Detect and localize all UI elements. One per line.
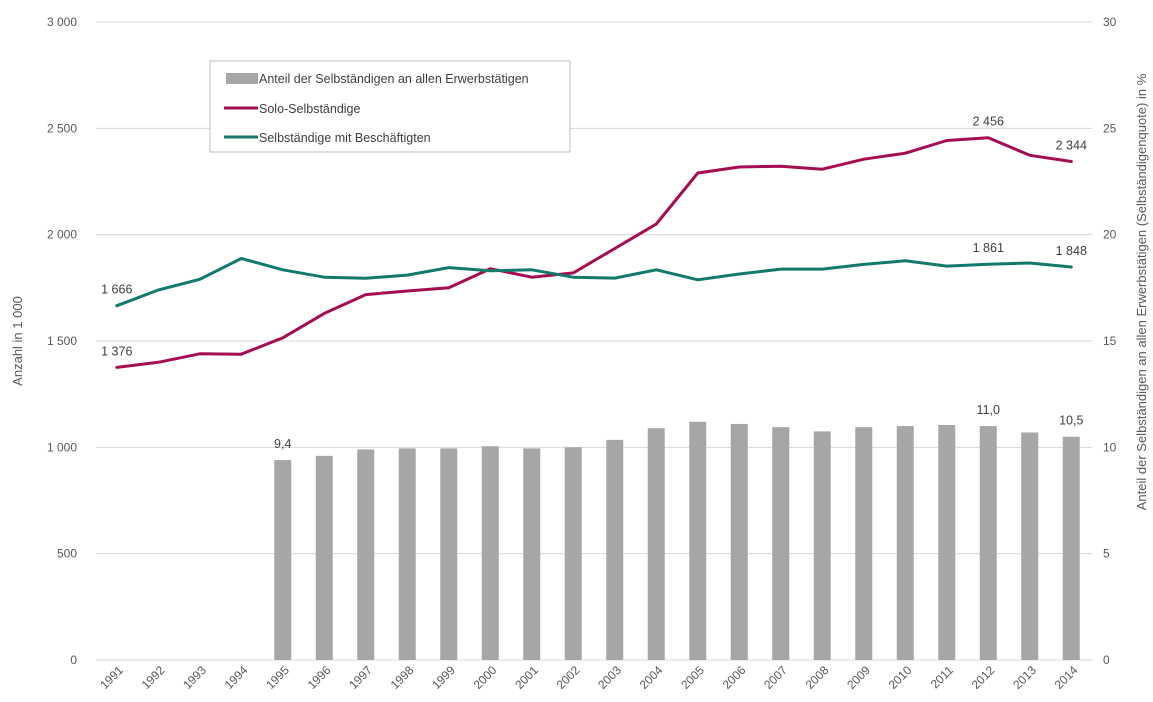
bar — [606, 439, 624, 660]
x-tick-label: 2013 — [1010, 663, 1039, 692]
bar — [1062, 436, 1080, 660]
bar — [564, 447, 582, 660]
y-right-tick-label: 5 — [1103, 547, 1110, 561]
x-tick-label: 2007 — [761, 663, 790, 692]
x-tick-label: 1993 — [180, 663, 209, 692]
x-tick-label: 2010 — [886, 663, 915, 692]
data-label: 1 376 — [101, 344, 132, 358]
legend-swatch-bar — [226, 73, 258, 84]
y-right-tick-label: 10 — [1103, 440, 1117, 454]
line-solo-selbstaendige — [115, 136, 1073, 369]
data-label: 2 456 — [973, 115, 1004, 129]
x-tick-label: 1996 — [305, 663, 334, 692]
legend-label-employers: Selbständige mit Beschäftigten — [259, 131, 431, 145]
data-label: 11,0 — [977, 403, 1000, 417]
x-tick-label: 1997 — [346, 663, 375, 692]
line-selbstaendige-mit-beschaeftigten — [115, 257, 1073, 308]
y-left-tick-label: 2 500 — [47, 121, 77, 135]
bar — [357, 449, 375, 660]
x-tick-label: 2011 — [928, 663, 956, 691]
y-right-tick-label: 20 — [1103, 228, 1117, 242]
bar — [481, 446, 499, 660]
x-tick-label: 2009 — [844, 663, 873, 692]
bar — [440, 448, 458, 660]
y-axis-right-title: Anteil der Selbständigen an allen Erwerb… — [1134, 73, 1149, 510]
bar — [1021, 432, 1039, 660]
data-label: 1 861 — [973, 241, 1004, 255]
bar — [647, 428, 665, 660]
x-tick-label: 2000 — [471, 663, 500, 692]
x-tick-label: 2002 — [554, 663, 583, 692]
data-labels: 9,4 11,0 10,5 1 376 2 456 2 344 1 666 1 861 1 84… — [101, 115, 1087, 451]
y-right-tick-label: 25 — [1103, 121, 1117, 135]
bar — [315, 455, 333, 660]
legend-box — [209, 60, 571, 153]
bar-series — [274, 421, 1080, 660]
x-tick-label: 1992 — [139, 663, 168, 692]
y-right-tick-label: 15 — [1103, 334, 1117, 348]
y-left-tick-label: 2 000 — [47, 228, 77, 242]
x-tick-label: 2006 — [720, 663, 749, 692]
bar — [523, 448, 541, 660]
bar — [274, 460, 292, 660]
data-label: 10,5 — [1059, 414, 1083, 428]
x-tick-label: 2008 — [803, 663, 832, 692]
x-tick-label: 2003 — [595, 663, 624, 692]
x-tick-label: 1991 — [97, 663, 126, 692]
legend-label-solo: Solo-Selbständige — [259, 102, 361, 116]
x-tick-label: 2004 — [637, 663, 666, 692]
bar — [689, 421, 707, 660]
x-tick-label: 2001 — [512, 663, 541, 692]
bar — [938, 425, 956, 660]
y-axis-left-title: Anzahl in 1 000 — [10, 296, 25, 386]
y-left-tick-label: 500 — [57, 547, 77, 561]
bar — [772, 427, 790, 660]
y-left-tick-label: 3 000 — [47, 15, 77, 29]
bar — [813, 431, 831, 660]
x-tick-label: 2014 — [1052, 663, 1081, 692]
y-left-tick-label: 0 — [70, 653, 77, 667]
x-tick-label: 2005 — [678, 663, 707, 692]
data-label: 9,4 — [274, 437, 291, 451]
bar — [730, 423, 748, 660]
legend-label-share: Anteil der Selbständigen an allen Erwerb… — [259, 72, 529, 86]
y-right-tick-label: 0 — [1103, 653, 1110, 667]
line-series — [115, 136, 1073, 369]
legend: Anteil der Selbständigen an allen Erwerb… — [209, 60, 571, 153]
bar — [979, 426, 997, 660]
y-left-tick-label: 1 500 — [47, 334, 77, 348]
bar — [398, 448, 416, 660]
bar — [855, 427, 873, 660]
data-label: 2 344 — [1056, 139, 1087, 153]
x-tick-label: 1998 — [388, 663, 417, 692]
y-left-tick-label: 1 000 — [47, 440, 77, 454]
y-right-tick-label: 30 — [1103, 15, 1117, 29]
data-label: 1 848 — [1056, 244, 1087, 258]
x-tick-label: 1999 — [429, 663, 458, 692]
x-tick-label: 2012 — [969, 663, 998, 692]
x-tick-label: 1994 — [222, 663, 251, 692]
bar — [896, 426, 914, 660]
data-label: 1 666 — [101, 283, 132, 297]
x-tick-label: 1995 — [263, 663, 292, 692]
